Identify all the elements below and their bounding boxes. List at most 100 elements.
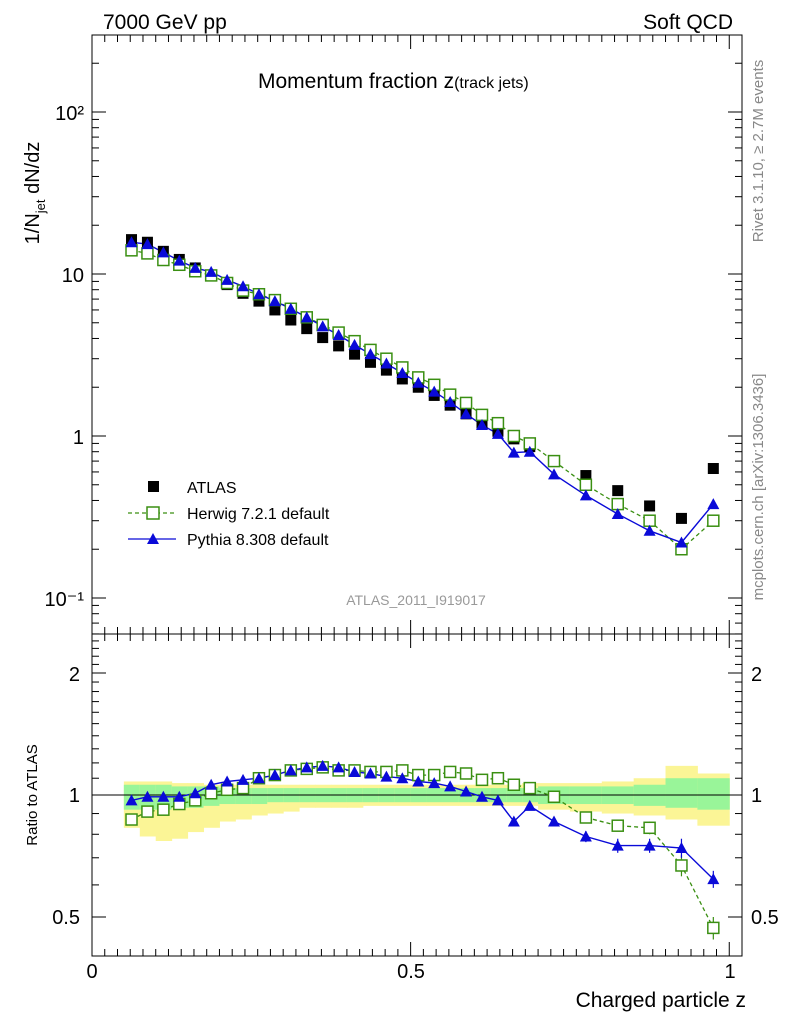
pythia-point bbox=[548, 468, 561, 480]
herwig-point bbox=[141, 247, 154, 260]
atlas-point bbox=[317, 332, 329, 344]
pythia-point bbox=[507, 446, 520, 458]
ratio-pythia-point bbox=[523, 799, 536, 811]
atlas-point bbox=[675, 512, 687, 524]
main-title-sub: (track jets) bbox=[454, 75, 529, 92]
ratio-pythia-point bbox=[157, 790, 170, 802]
xtick-label-0: 0 bbox=[86, 961, 97, 983]
ratio-pythia-point bbox=[643, 839, 656, 851]
herwig-point bbox=[491, 416, 505, 430]
ratio-pythia-point bbox=[300, 761, 313, 773]
pythia-point bbox=[237, 280, 250, 292]
main-ylabel-suffix: dN/dz bbox=[22, 142, 44, 200]
herwig-line bbox=[131, 249, 714, 551]
ratio-pythia-point bbox=[428, 777, 441, 789]
pythia-point bbox=[364, 348, 377, 360]
ratio-herwig-point bbox=[125, 813, 138, 826]
ratio-pythia-point bbox=[332, 761, 345, 773]
main-ytick-label-1: 1 bbox=[73, 427, 84, 449]
ratio-herwig-point bbox=[611, 819, 624, 832]
atlas-point bbox=[349, 348, 361, 360]
pythia-point bbox=[523, 445, 536, 457]
ratio-pythia-point bbox=[460, 785, 473, 797]
herwig-point bbox=[547, 454, 561, 468]
ratio-herwig-point bbox=[443, 765, 457, 779]
pythia-point bbox=[252, 288, 265, 300]
ratio-pythia-point bbox=[548, 815, 561, 827]
pythia-point bbox=[268, 295, 281, 307]
pythia-point bbox=[332, 329, 345, 341]
ratio-pythia-point bbox=[476, 790, 488, 802]
ratio-pythia-point bbox=[364, 767, 377, 779]
pythia-point bbox=[707, 498, 720, 510]
atlas-point bbox=[301, 323, 313, 335]
legend: ATLAS Herwig 7.2.1 default Pythia 8.308 … bbox=[128, 480, 330, 549]
atlas-point bbox=[364, 356, 376, 368]
pythia-point bbox=[444, 396, 457, 408]
main-panel: Momentum fraction z(track jets) 1/Njet d… bbox=[22, 34, 743, 635]
xtick-label-2: 1 bbox=[724, 961, 735, 983]
pythia-point bbox=[348, 338, 361, 350]
herwig-point bbox=[611, 497, 624, 511]
ratio-pythia-point bbox=[611, 839, 624, 851]
pythia-point bbox=[476, 418, 488, 430]
pythia-point bbox=[284, 302, 297, 314]
pythia-point bbox=[675, 536, 688, 548]
herwig-point bbox=[579, 478, 593, 492]
pythia-point bbox=[412, 376, 425, 388]
ratio-pythia-point bbox=[125, 794, 138, 806]
atlas-point bbox=[253, 295, 265, 307]
pythia-point bbox=[125, 236, 138, 248]
ratio-herwig-point bbox=[643, 821, 656, 835]
herwig-point bbox=[707, 514, 720, 527]
ratio-pythia-point bbox=[507, 815, 520, 827]
main-ylabel-sub: jet bbox=[33, 199, 48, 214]
pythia-point bbox=[221, 273, 234, 285]
pythia-point bbox=[141, 238, 154, 250]
ratio-herwig-point bbox=[491, 771, 505, 785]
pythia-point bbox=[380, 357, 393, 369]
legend-pythia-marker bbox=[128, 533, 176, 544]
rivet-label: Rivet 3.1.10, ≥ 2.7M events bbox=[750, 60, 767, 243]
ratio-pythia-point bbox=[675, 841, 688, 853]
atlas-point bbox=[285, 314, 297, 326]
legend-pythia-label: Pythia 8.308 default bbox=[187, 532, 329, 549]
ratio-ytick-label-right-2: 2 bbox=[751, 664, 762, 686]
ratio-pythia-point bbox=[284, 764, 297, 776]
ratio-panel: Ratio to ATLAS 0.5 1 2 0.5 1 2 bbox=[24, 633, 779, 957]
ratio-uncertainty-bands bbox=[123, 765, 730, 842]
ratio-pythia-point bbox=[173, 790, 186, 802]
ratio-ytick-label-right-0: 0.5 bbox=[751, 907, 779, 929]
pythia-point bbox=[205, 265, 218, 277]
ratio-ytick-label-left-1: 1 bbox=[69, 785, 80, 807]
pythia-point bbox=[396, 366, 409, 378]
ratio-ytick-label-left-2: 2 bbox=[69, 664, 80, 686]
legend-atlas-marker bbox=[148, 481, 159, 492]
legend-atlas-label: ATLAS bbox=[187, 480, 237, 497]
ratio-herwig-point bbox=[523, 781, 537, 795]
process-label: Soft QCD bbox=[643, 11, 733, 34]
ratio-data-layer bbox=[125, 759, 720, 940]
pythia-point bbox=[579, 489, 592, 501]
atlas-point bbox=[333, 340, 345, 352]
ratio-frame bbox=[91, 633, 743, 957]
ratio-ytick-label-left-0: 0.5 bbox=[52, 907, 80, 929]
ratio-herwig-point bbox=[459, 767, 473, 780]
band-inner-bin bbox=[251, 788, 268, 805]
atlas-point bbox=[644, 500, 656, 512]
atlas-point bbox=[396, 373, 408, 385]
main-axis-ticks bbox=[91, 35, 742, 635]
main-title-main: Momentum fraction z bbox=[258, 70, 454, 93]
ratio-herwig-point bbox=[707, 921, 720, 935]
herwig-point bbox=[643, 514, 656, 527]
xtick-label-1: 0.5 bbox=[397, 961, 425, 983]
main-ytick-label-3: 10² bbox=[55, 103, 84, 125]
energy-label: 7000 GeV pp bbox=[103, 11, 227, 34]
pythia-point bbox=[173, 254, 186, 266]
atlas-point bbox=[580, 470, 592, 482]
main-ylabel: 1/Njet dN/dz bbox=[22, 142, 48, 245]
source-label: mcplots.cern.ch [arXiv:1306.3436] bbox=[750, 374, 767, 601]
ratio-pythia-point bbox=[141, 790, 154, 802]
pythia-point bbox=[300, 311, 313, 323]
